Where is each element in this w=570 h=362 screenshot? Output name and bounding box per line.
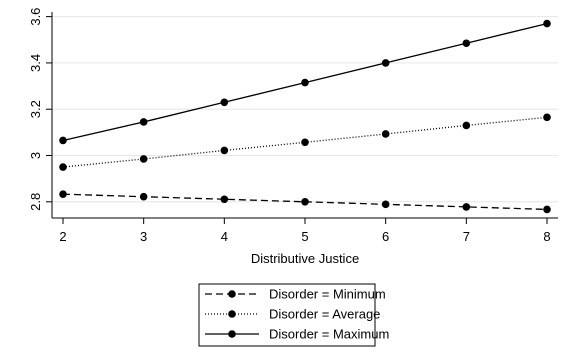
- data-point: [139, 192, 148, 201]
- legend-label: Disorder = Average: [269, 307, 380, 322]
- data-point: [139, 118, 148, 126]
- y-tick-label: 3.2: [28, 100, 43, 118]
- legend: Disorder = Minimum Disorder = Average Diso…: [198, 283, 389, 347]
- axes: 2.8 3 3.2 3.4 3.6 2 3 4 5 6 7 8: [28, 8, 558, 244]
- series-0: [59, 190, 551, 214]
- data-point: [543, 205, 551, 214]
- data-point: [462, 203, 471, 211]
- data-point: [59, 136, 67, 145]
- data-point: [301, 197, 309, 206]
- data-point: [220, 98, 229, 107]
- x-tick-label: 4: [221, 229, 228, 244]
- data-point: [381, 59, 390, 67]
- x-tick-label: 2: [59, 229, 66, 244]
- data-point: [220, 195, 229, 204]
- data-point: [543, 113, 551, 122]
- legend-entry-0: Disorder = Minimum: [205, 287, 386, 302]
- data-point: [301, 78, 309, 87]
- legend-marker: [228, 310, 236, 318]
- data-point: [462, 121, 471, 130]
- x-tick-label: 6: [382, 229, 389, 244]
- series-2: [59, 19, 551, 145]
- x-tick-label: 5: [301, 229, 308, 244]
- data-point: [220, 146, 229, 155]
- data-point: [381, 130, 390, 138]
- y-tick-label: 3.4: [28, 54, 43, 72]
- legend-entry-2: Disorder = Maximum: [205, 327, 389, 342]
- data-point: [59, 163, 67, 171]
- legend-label: Disorder = Minimum: [269, 287, 386, 302]
- data-point: [543, 19, 551, 28]
- x-axis-title: Distributive Justice: [251, 251, 359, 266]
- x-tick-label: 8: [543, 229, 550, 244]
- legend-entry-1: Disorder = Average: [205, 307, 380, 322]
- data-point: [381, 200, 390, 209]
- legend-marker: [228, 330, 236, 338]
- data-point: [462, 39, 471, 48]
- data-point: [139, 155, 148, 163]
- y-tick-label: 3.6: [28, 8, 43, 26]
- data-point: [59, 190, 67, 198]
- legend-label: Disorder = Maximum: [269, 327, 389, 342]
- series-layer: [59, 19, 551, 214]
- y-tick-label: 3: [28, 152, 43, 159]
- x-tick-label: 7: [463, 229, 470, 244]
- data-point: [301, 138, 309, 147]
- x-tick-label: 3: [140, 229, 147, 244]
- y-tick-label: 2.8: [28, 193, 43, 211]
- series-1: [59, 113, 551, 171]
- gridlines: [52, 16, 558, 203]
- legend-marker: [228, 290, 236, 298]
